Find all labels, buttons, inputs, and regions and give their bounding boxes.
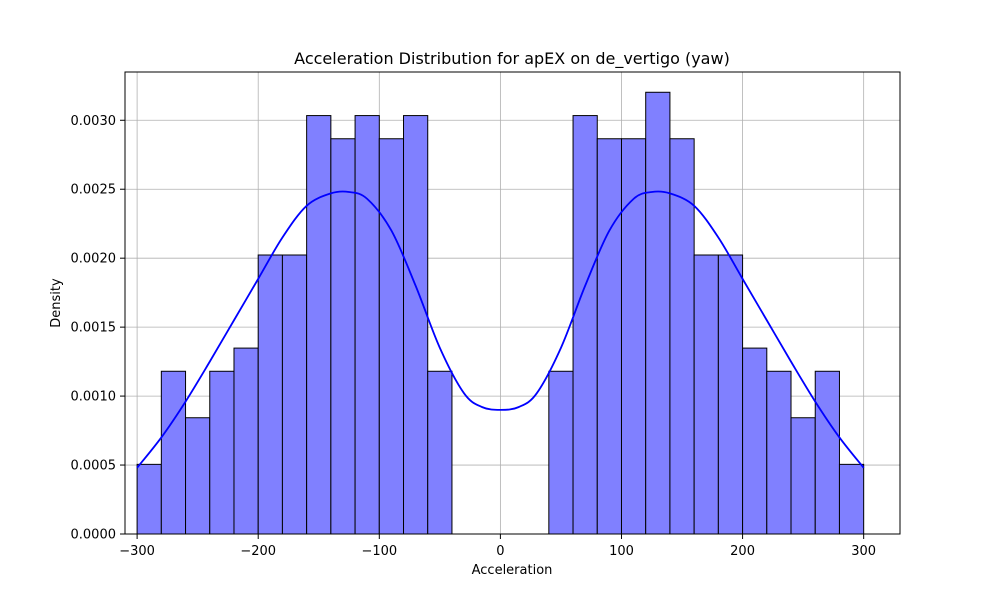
histogram-bar xyxy=(742,347,768,535)
y-tick-label: 0.0015 xyxy=(71,321,117,336)
histogram-bar xyxy=(354,115,380,535)
kde-curve xyxy=(136,190,865,469)
x-tick-label: −300 xyxy=(119,544,155,559)
chart-title: Acceleration Distribution for apEX on de… xyxy=(294,49,730,69)
y-tick-label: 0.0000 xyxy=(71,528,117,543)
y-tick-label: 0.0025 xyxy=(71,183,117,198)
histogram-bar xyxy=(596,138,622,535)
histogram-bar xyxy=(572,115,598,535)
histogram-bar xyxy=(548,370,574,535)
histogram-bar xyxy=(136,463,162,535)
x-axis-label: Acceleration xyxy=(472,563,553,578)
x-axis-ticks: −300 −200 −100 0 100 200 300 xyxy=(119,534,876,559)
histogram-bar xyxy=(790,417,816,535)
x-tick-label: 300 xyxy=(851,544,876,559)
histogram-bar xyxy=(620,138,647,535)
x-tick-label: −200 xyxy=(240,544,276,559)
y-tick-label: 0.0005 xyxy=(71,459,117,474)
histogram-bar xyxy=(233,347,259,535)
histogram-bar xyxy=(766,370,792,535)
histogram-bars xyxy=(136,91,865,535)
y-axis-label: Density xyxy=(49,278,64,328)
histogram-bar xyxy=(306,115,332,535)
histogram-bar xyxy=(378,138,405,535)
histogram-bar xyxy=(330,138,356,535)
histogram-bar xyxy=(427,370,453,535)
x-tick-label: 100 xyxy=(609,544,634,559)
histogram-bar xyxy=(645,91,671,535)
histogram-bar xyxy=(669,138,695,535)
histogram-bar xyxy=(693,254,719,535)
x-tick-label: 200 xyxy=(730,544,755,559)
histogram-bar xyxy=(257,254,283,535)
histogram-bar xyxy=(717,254,744,535)
histogram-bar xyxy=(281,254,308,535)
histogram-bar xyxy=(185,417,211,535)
plot-frame xyxy=(124,71,901,535)
histogram-bar xyxy=(209,370,235,535)
y-tick-label: 0.0020 xyxy=(71,252,117,267)
histogram-bar xyxy=(403,115,429,535)
histogram-bar xyxy=(814,370,840,535)
histogram-bar xyxy=(160,370,187,535)
y-axis-ticks: 0.0000 0.0005 0.0010 0.0015 0.0020 0.0025 0.00… xyxy=(71,114,125,543)
x-tick-label: 0 xyxy=(496,544,504,559)
x-tick-label: −100 xyxy=(361,544,397,559)
y-tick-label: 0.0010 xyxy=(71,390,117,405)
y-tick-label: 0.0030 xyxy=(71,114,117,129)
histogram-bar xyxy=(838,463,865,535)
